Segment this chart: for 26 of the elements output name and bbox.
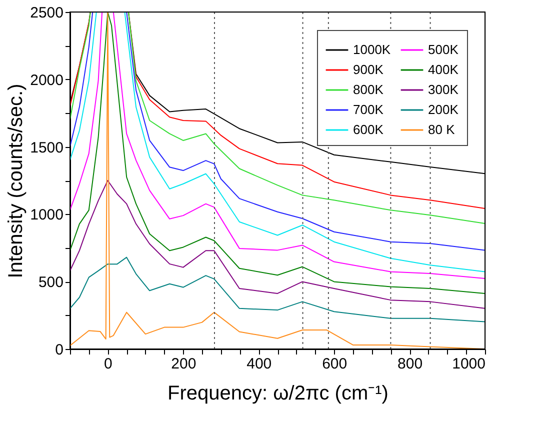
legend-label: 600K	[353, 122, 384, 137]
line-series	[70, 256, 485, 322]
x-tick-label: 0	[104, 356, 112, 372]
legend-label: 1000K	[353, 42, 391, 57]
y-tick-label: 1500	[30, 139, 64, 156]
legend-label: 700K	[353, 102, 384, 117]
x-tick-label: 600	[322, 356, 348, 372]
y-axis-title: Intensity (counts/sec.)	[5, 84, 28, 278]
legend-label: 300K	[428, 82, 459, 97]
y-tick-label: 0	[55, 342, 64, 358]
x-tick-label: 1000	[452, 356, 486, 372]
legend-label: 900K	[353, 62, 384, 77]
x-axis-title: Frequency: ω/2πc (cm⁻¹)	[168, 382, 388, 404]
line-series	[70, 180, 485, 309]
x-tick-label: 800	[398, 356, 423, 372]
y-tick-label: 500	[38, 274, 64, 292]
y-tick-label: 2500	[30, 4, 64, 22]
legend-label: 200K	[428, 102, 459, 117]
legend-label: 500K	[428, 42, 459, 57]
x-tick-label: 200	[171, 356, 196, 372]
legend-label: 400K	[428, 62, 459, 77]
x-tick-label: 400	[246, 356, 272, 372]
legend-label: 80 K	[428, 122, 456, 137]
y-tick-label: 2000	[30, 72, 64, 89]
y-tick-label: 1000	[30, 206, 64, 224]
legend-label: 800K	[353, 82, 384, 97]
